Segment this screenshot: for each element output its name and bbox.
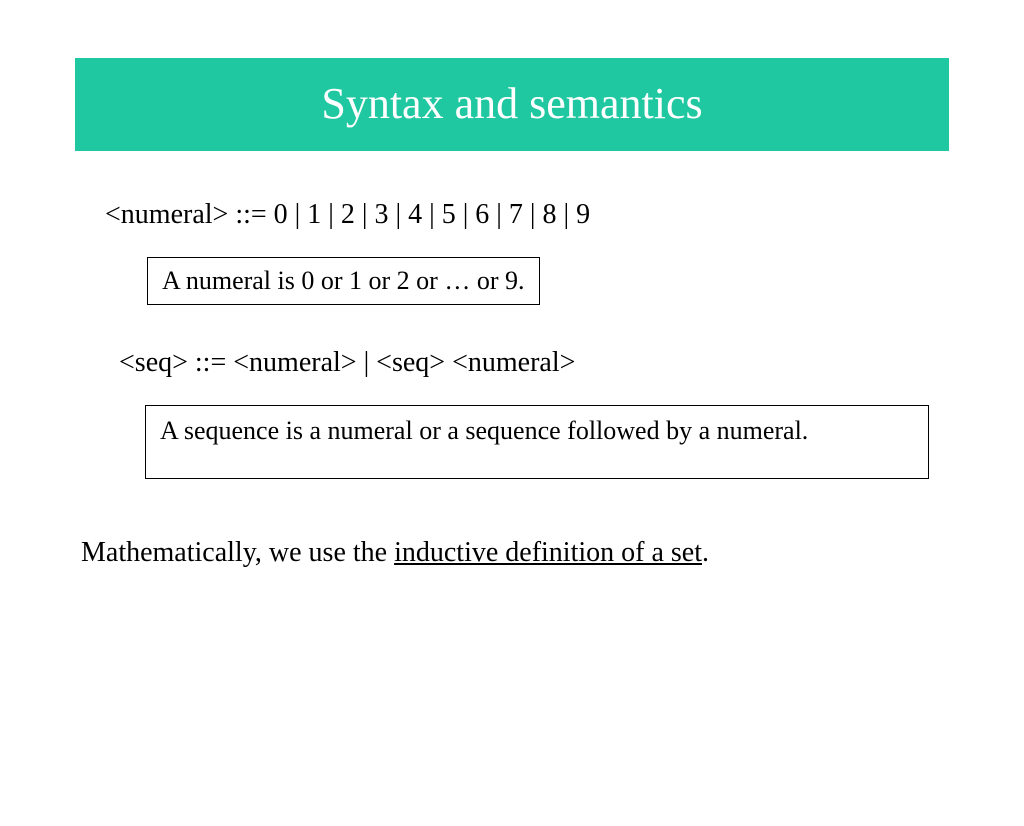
bottom-prefix: Mathematically, we use the: [81, 537, 394, 568]
slide-title: Syntax and semantics: [321, 79, 702, 128]
explanation-seq: A sequence is a numeral or a sequence fo…: [145, 405, 929, 479]
bottom-underlined: inductive definition of a set: [394, 537, 702, 568]
content-area: <numeral> ::= 0 | 1 | 2 | 3 | 4 | 5 | 6 …: [0, 199, 1024, 569]
grammar-rule-seq: <seq> ::= <numeral> | <seq> <numeral>: [119, 347, 949, 379]
grammar-rule-numeral: <numeral> ::= 0 | 1 | 2 | 3 | 4 | 5 | 6 …: [105, 199, 949, 231]
bottom-suffix: .: [702, 537, 709, 568]
title-bar: Syntax and semantics: [75, 58, 949, 151]
bottom-statement: Mathematically, we use the inductive def…: [81, 537, 949, 569]
explanation-numeral: A numeral is 0 or 1 or 2 or … or 9.: [147, 257, 540, 305]
